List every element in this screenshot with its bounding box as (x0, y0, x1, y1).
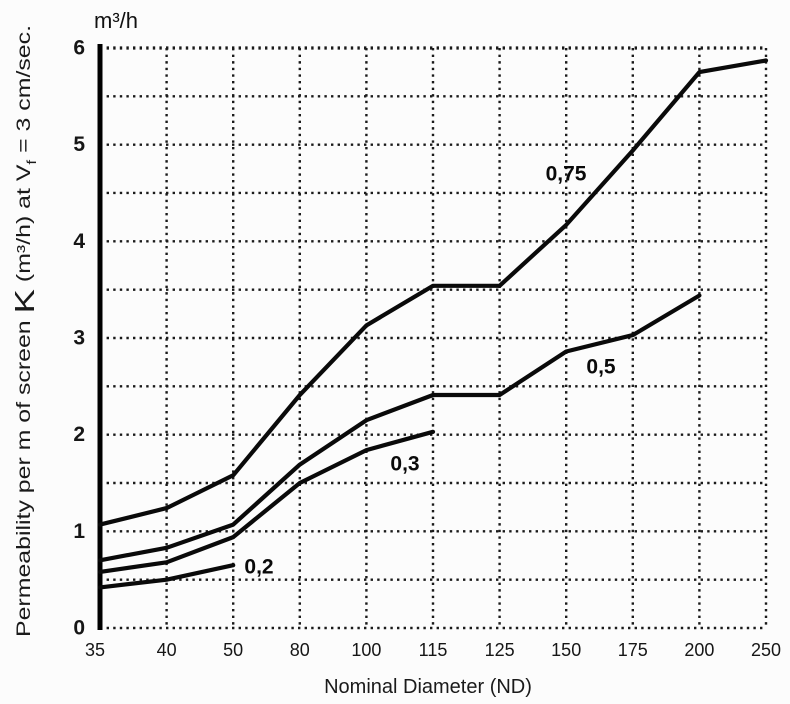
x-tick-label: 35 (85, 640, 105, 660)
curve-label-0-5: 0,5 (586, 356, 616, 379)
y-axis-title: Permeability per m of screen K (m³/h) at… (9, 25, 40, 637)
y-axis-title-subscript: f (24, 159, 39, 164)
curve-labels: 0,75 0,5 0,3 0,2 (244, 163, 616, 579)
y-tick-label: 3 (73, 326, 85, 349)
y-tick-label: 5 (73, 133, 85, 156)
series-line-0-3 (97, 429, 436, 574)
y-axis-title-symbol: K (9, 289, 40, 314)
y-axis-title-velocity: = 3 cm/sec. (14, 25, 35, 160)
x-tick-label: 80 (290, 640, 310, 660)
y-tick-label: 0 (73, 617, 85, 640)
curve-label-0-75: 0,75 (546, 163, 587, 186)
x-tick-labels: 35 40 50 80 100 115 125 150 175 200 250 (85, 640, 781, 660)
y-tick-label: 1 (73, 520, 85, 543)
x-tick-label: 125 (485, 640, 515, 660)
x-tick-label: 250 (751, 640, 781, 660)
x-tick-label: 50 (223, 640, 243, 660)
series-line-0-2 (97, 563, 236, 590)
x-tick-label: 200 (684, 640, 714, 660)
x-tick-label: 150 (551, 640, 581, 660)
unit-label: m³/h (94, 8, 138, 33)
y-axis-title-text: Permeability per m of screen (14, 313, 35, 637)
curve-label-0-3: 0,3 (390, 453, 419, 476)
grid (100, 46, 768, 630)
y-tick-label: 2 (73, 423, 85, 446)
x-tick-label: 40 (157, 640, 177, 660)
y-axis-title-unit: (m³/h) at V (14, 164, 35, 289)
x-axis-title: Nominal Diameter (ND) (324, 676, 532, 698)
y-tick-label: 6 (73, 36, 85, 59)
y-tick-label: 4 (73, 230, 85, 253)
x-tick-label: 100 (351, 640, 381, 660)
series-line-0-5 (97, 293, 702, 563)
y-tick-labels: 0 1 2 3 4 5 6 (73, 36, 85, 639)
series-line-0-75 (97, 58, 769, 527)
x-tick-label: 115 (419, 640, 448, 660)
series-lines (97, 58, 769, 590)
curve-label-0-2: 0,2 (244, 556, 273, 579)
x-tick-label: 175 (618, 640, 648, 660)
